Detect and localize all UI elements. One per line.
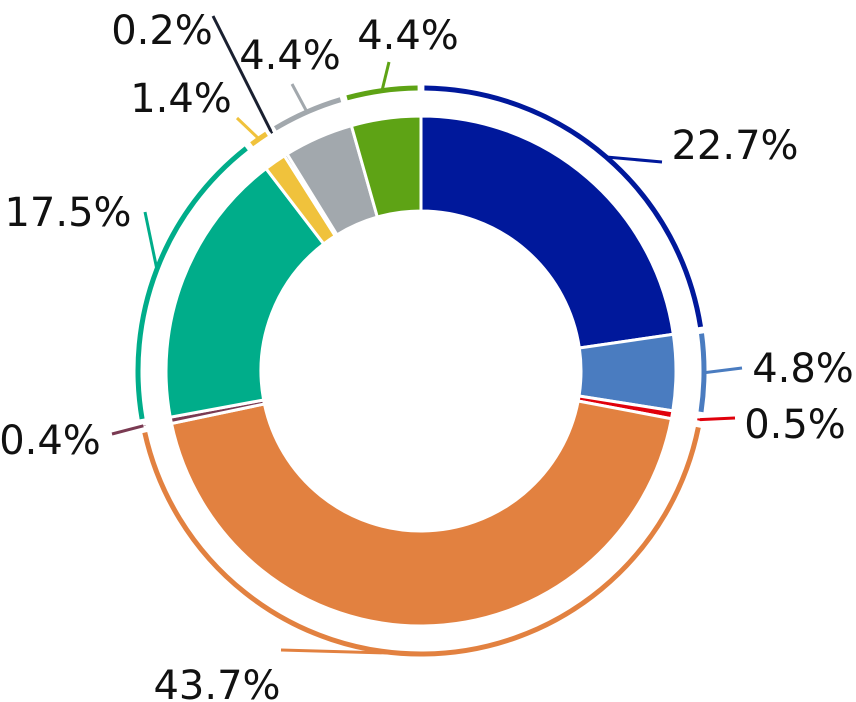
leader-line — [235, 116, 261, 141]
slice-outer-arc — [424, 85, 704, 328]
slice-outer-arc — [273, 97, 342, 131]
leader-line — [143, 211, 159, 270]
slice-percent-label: 0.2% — [111, 8, 213, 54]
slice-percent-label: 4.8% — [752, 346, 854, 392]
slice-outer-arc — [698, 333, 707, 413]
leader-line — [699, 416, 736, 422]
slice-percent-label: 0.5% — [744, 402, 846, 448]
slice-percent-label: 43.7% — [153, 663, 280, 702]
leader-line — [380, 61, 391, 92]
leader-line — [211, 15, 273, 132]
leader-line — [280, 648, 424, 656]
donut-slice — [349, 114, 423, 219]
slice-percent-label: 4.4% — [357, 13, 459, 59]
slice-percent-label: 4.4% — [239, 33, 341, 79]
leader-line — [703, 366, 743, 375]
leader-line — [290, 83, 309, 113]
slice-percent-label: 1.4% — [130, 76, 232, 122]
leader-line — [606, 155, 663, 164]
donut-slice — [419, 114, 676, 350]
slice-percent-label: 0.4% — [0, 418, 101, 464]
slice-percent-label: 17.5% — [4, 190, 131, 236]
donut-slice — [169, 399, 674, 628]
donut-slice — [164, 166, 326, 419]
slice-percent-label: 22.7% — [671, 123, 798, 169]
slice-outer-arc — [346, 85, 418, 101]
leader-line — [111, 424, 144, 436]
